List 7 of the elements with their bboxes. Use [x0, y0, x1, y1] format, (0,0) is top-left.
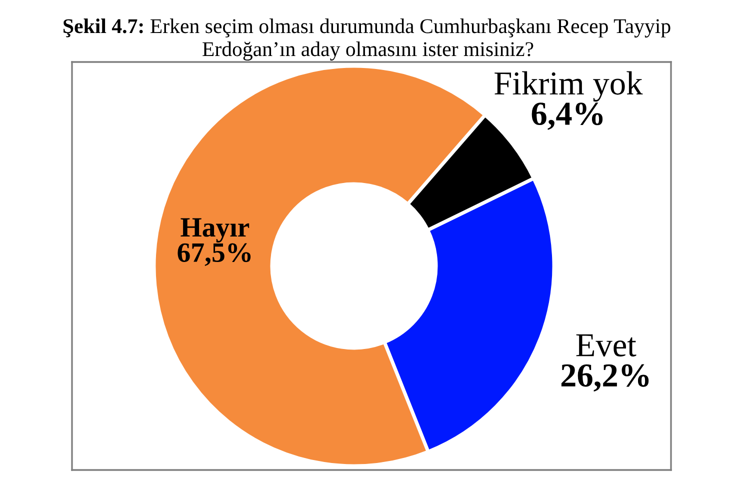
- slice-label: Fikrim yok: [494, 71, 643, 102]
- chart-title: Şekil 4.7: Erken seçim olması durumunda Cumhurbaşkanı Recep Tayyip Erdoğan’ın aday olmasını ister misiniz?: [64, 18, 670, 60]
- data-label: 26,2%: [561, 364, 649, 392]
- data-label: 67,5%: [178, 243, 251, 266]
- data-label: 6,4%: [532, 102, 603, 130]
- slice-label: Hayır: [180, 218, 250, 242]
- slice-label: Evet: [576, 334, 636, 356]
